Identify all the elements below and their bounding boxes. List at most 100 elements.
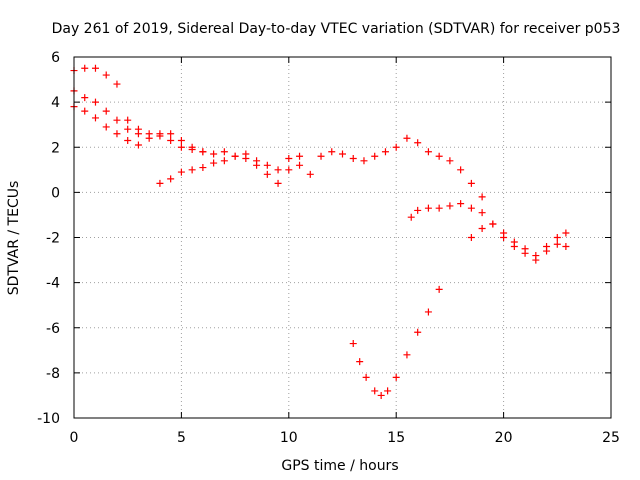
data-point — [553, 240, 561, 248]
data-point — [113, 130, 121, 138]
data-point — [253, 161, 261, 169]
data-point — [500, 229, 508, 237]
x-tick-label: 15 — [387, 430, 405, 446]
data-point — [424, 148, 432, 156]
data-point — [435, 204, 443, 212]
data-point — [478, 209, 486, 217]
data-point — [296, 161, 304, 169]
data-point — [177, 168, 185, 176]
data-point — [446, 202, 454, 210]
data-point — [177, 143, 185, 151]
data-points — [70, 64, 570, 399]
data-point — [407, 213, 415, 221]
data-point — [81, 107, 89, 115]
x-tick-label: 5 — [177, 430, 186, 446]
chart-title: Day 261 of 2019, Sidereal Day-to-day VTE… — [52, 21, 621, 37]
data-point — [81, 94, 89, 102]
data-point — [371, 152, 379, 160]
data-point — [424, 204, 432, 212]
data-point — [263, 170, 271, 178]
y-tick-label: 0 — [51, 185, 60, 201]
data-point — [377, 391, 385, 399]
data-point — [317, 152, 325, 160]
x-tick-label: 20 — [495, 430, 513, 446]
data-point — [435, 152, 443, 160]
data-point — [424, 308, 432, 316]
y-tick-label: 2 — [51, 140, 60, 156]
data-point — [349, 340, 357, 348]
data-point — [167, 130, 175, 138]
data-point — [467, 179, 475, 187]
data-point — [392, 373, 400, 381]
series-track-h — [349, 285, 443, 399]
data-point — [532, 252, 540, 260]
data-point — [124, 136, 132, 144]
series-track-d — [156, 150, 314, 187]
data-point — [457, 166, 465, 174]
data-point — [414, 139, 422, 147]
y-tick-label: 4 — [51, 95, 60, 111]
data-point — [285, 166, 293, 174]
y-tick-label: -6 — [46, 321, 60, 337]
data-point — [478, 224, 486, 232]
data-point — [167, 136, 175, 144]
data-point — [285, 155, 293, 163]
x-tick-label: 10 — [280, 430, 298, 446]
data-point — [124, 125, 132, 133]
data-point — [156, 179, 164, 187]
data-point — [403, 351, 411, 359]
series-track-g — [467, 220, 570, 260]
data-point — [220, 157, 228, 165]
data-point — [231, 152, 239, 160]
data-point — [403, 134, 411, 142]
data-point — [392, 143, 400, 151]
data-point — [553, 234, 561, 241]
x-tick-label: 25 — [602, 430, 620, 446]
x-axis-label: GPS time / hours — [281, 458, 398, 474]
data-point — [362, 373, 370, 381]
data-point — [414, 206, 422, 214]
data-point — [113, 116, 121, 124]
series-track-e — [317, 134, 486, 201]
data-point — [339, 150, 346, 158]
data-point — [102, 107, 110, 115]
data-point — [371, 387, 379, 395]
data-point — [478, 193, 486, 201]
series-track-b — [70, 87, 207, 156]
data-point — [156, 130, 164, 138]
data-point — [381, 148, 389, 156]
data-point — [199, 148, 207, 156]
data-point — [360, 157, 368, 165]
data-point — [562, 229, 570, 237]
data-point — [91, 64, 99, 72]
data-point — [167, 175, 175, 183]
y-tick-label: -10 — [37, 411, 60, 427]
data-point — [435, 285, 443, 293]
data-point — [328, 148, 336, 156]
y-axis-label: SDTVAR / TECUs — [6, 181, 22, 296]
y-tick-label: 6 — [51, 50, 60, 66]
data-point — [543, 243, 551, 251]
data-point — [521, 245, 529, 253]
data-point — [562, 243, 570, 251]
y-tick-label: -8 — [46, 366, 60, 382]
data-point — [134, 141, 142, 149]
data-point — [188, 166, 196, 174]
data-point — [263, 161, 271, 169]
data-point — [199, 164, 207, 172]
data-point — [102, 123, 110, 131]
data-point — [113, 80, 121, 88]
data-point — [467, 204, 475, 212]
data-point — [384, 387, 392, 395]
x-tick-label: 0 — [70, 430, 79, 446]
data-point — [81, 64, 89, 72]
data-point — [102, 71, 110, 79]
data-point — [296, 152, 304, 160]
data-point — [510, 238, 518, 246]
data-point — [274, 179, 282, 187]
data-point — [210, 159, 218, 167]
data-point — [274, 166, 282, 174]
y-tick-label: -2 — [46, 231, 60, 247]
tick-marks — [73, 56, 612, 419]
